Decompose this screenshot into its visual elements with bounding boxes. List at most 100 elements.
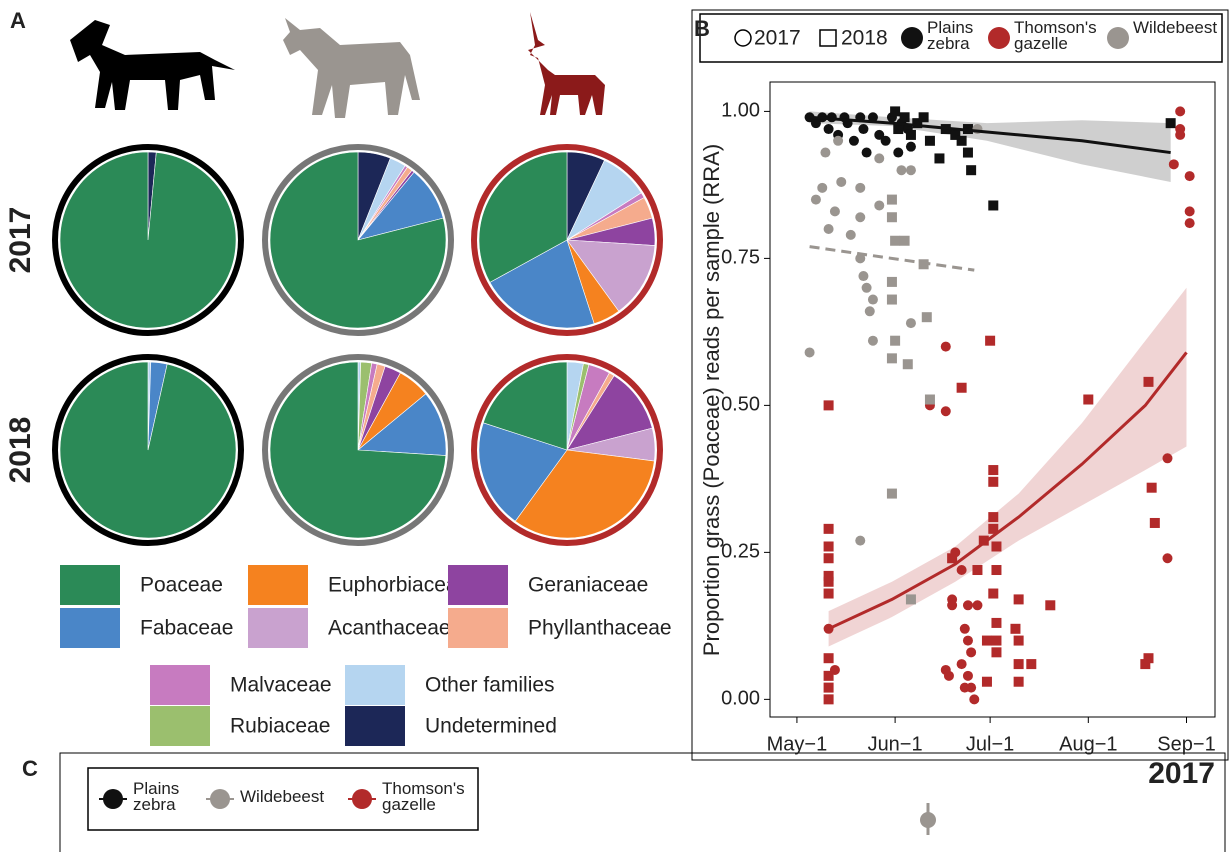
legend-label-box: Plains zebra [133, 781, 203, 821]
legend-label: Wildebeest [1133, 20, 1231, 36]
point [988, 465, 998, 475]
x-tick-label: Jul−1 [966, 733, 1014, 755]
point [1045, 600, 1055, 610]
point [849, 136, 859, 146]
point [1162, 553, 1172, 563]
legend-label: Wildebeest [240, 789, 350, 805]
legend-label: Plains zebra [927, 20, 997, 52]
x-tick-label: Sep−1 [1157, 733, 1215, 755]
point [966, 647, 976, 657]
point [1166, 118, 1176, 128]
legend-label: Undetermined [425, 715, 557, 738]
legend-label: Rubiaceae [230, 715, 330, 738]
point [1014, 659, 1024, 669]
legend-swatch [345, 706, 405, 746]
point [988, 477, 998, 487]
pie-slice [60, 362, 236, 538]
point [824, 694, 834, 704]
point [855, 536, 865, 546]
point [903, 359, 913, 369]
point [811, 195, 821, 205]
point [969, 694, 979, 704]
point [1169, 159, 1179, 169]
point [957, 659, 967, 669]
point [858, 271, 868, 281]
legend-swatch [448, 565, 508, 605]
point [941, 342, 951, 352]
legend-swatch [248, 608, 308, 648]
point [972, 565, 982, 575]
point [988, 512, 998, 522]
point [824, 671, 834, 681]
point [925, 136, 935, 146]
x-tick-label: Aug−1 [1059, 733, 1117, 755]
panel-label: C [22, 756, 38, 781]
legend-label: Geraniaceae [528, 574, 648, 597]
point [991, 618, 1001, 628]
point [887, 489, 897, 499]
legend-swatch [448, 608, 508, 648]
point [947, 553, 957, 563]
point [1185, 206, 1195, 216]
point [947, 594, 957, 604]
point [900, 112, 910, 122]
point [982, 677, 992, 687]
legend-swatch [150, 706, 210, 746]
point [824, 224, 834, 234]
y-tick-label: 0.75 [721, 247, 760, 269]
point [988, 589, 998, 599]
point [957, 136, 967, 146]
legend-label: Thomson's gazelle [1014, 20, 1104, 52]
point [824, 400, 834, 410]
legend-swatch [150, 665, 210, 705]
point [985, 336, 995, 346]
point [1014, 677, 1024, 687]
point [1010, 624, 1020, 634]
legend-label-box: Thomson's gazelle [1014, 20, 1104, 60]
legend-symbol [988, 27, 1010, 49]
legend-label: Phyllanthaceae [528, 617, 672, 640]
point [925, 395, 935, 405]
point [957, 383, 967, 393]
point [817, 183, 827, 193]
legend-symbol [352, 789, 372, 809]
point [824, 541, 834, 551]
point [1140, 659, 1150, 669]
point [824, 553, 834, 563]
panel-title: 2017 [1148, 757, 1215, 790]
point [944, 671, 954, 681]
point [922, 312, 932, 322]
legend-label-box: Thomson's gazelle [382, 781, 482, 821]
legend-symbol [901, 27, 923, 49]
point [824, 524, 834, 534]
point [824, 124, 834, 134]
point [868, 295, 878, 305]
page: {"panel_labels": ["A", "B", "C"], "chart… [0, 0, 1231, 852]
point [919, 112, 929, 122]
point [862, 148, 872, 158]
point [824, 589, 834, 599]
point [906, 594, 916, 604]
wildebeest-silhouette [283, 18, 420, 118]
point [805, 347, 815, 357]
legend-symbol [1107, 27, 1129, 49]
y-tick-label: 0.00 [721, 688, 760, 710]
point [1026, 659, 1036, 669]
legend-swatch [60, 608, 120, 648]
point [820, 148, 830, 158]
point [1150, 518, 1160, 528]
legend-label: Plains zebra [133, 781, 203, 813]
point [906, 142, 916, 152]
point [1014, 594, 1024, 604]
legend-label: 2017 [754, 27, 801, 50]
legend-label: Other families [425, 674, 555, 697]
legend-label: Thomson's gazelle [382, 781, 482, 813]
legend-swatch [60, 565, 120, 605]
point [890, 106, 900, 116]
point [887, 353, 897, 363]
point [963, 148, 973, 158]
point [1185, 171, 1195, 181]
point [982, 636, 992, 646]
point [906, 130, 916, 140]
point [1014, 636, 1024, 646]
